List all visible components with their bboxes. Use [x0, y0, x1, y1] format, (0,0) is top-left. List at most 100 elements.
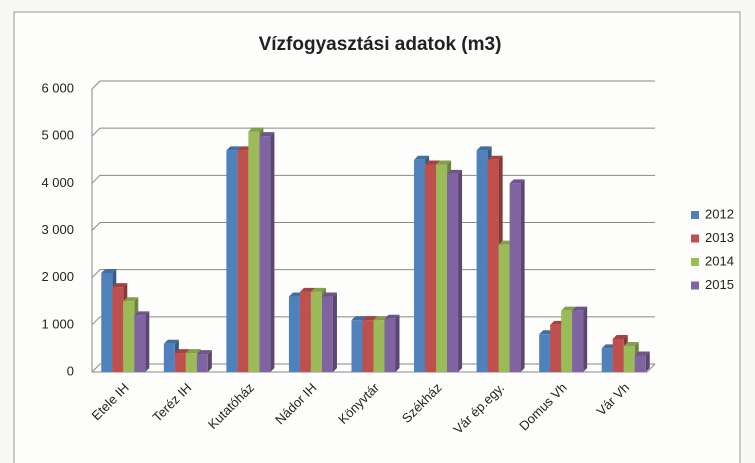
- grid-line: [91, 127, 655, 137]
- bar: [248, 131, 260, 372]
- bar: [384, 318, 396, 372]
- bar-side: [332, 292, 337, 372]
- bar: [288, 296, 300, 372]
- bar: [351, 320, 363, 372]
- bar: [612, 338, 624, 372]
- bar-top: [612, 334, 628, 339]
- bar: [476, 150, 488, 372]
- bar: [134, 315, 146, 372]
- bar-top: [623, 342, 639, 347]
- y-tick-label: 6 000: [41, 80, 74, 95]
- bar-top: [185, 349, 201, 354]
- bar-top: [561, 306, 577, 311]
- grid-line: [91, 316, 655, 326]
- bar: [163, 343, 175, 372]
- bar: [436, 164, 448, 372]
- bar: [112, 287, 124, 372]
- bar-top: [476, 146, 492, 151]
- bar-side: [645, 351, 650, 372]
- bar-top: [362, 316, 378, 321]
- bar: [425, 164, 437, 372]
- bar: [498, 244, 510, 372]
- bar-top: [248, 127, 264, 132]
- bar: [259, 136, 271, 372]
- bar-side: [270, 132, 275, 372]
- bar: [237, 150, 249, 372]
- legend-swatch: [691, 281, 699, 290]
- bar-top: [414, 155, 430, 160]
- bar-top: [436, 160, 452, 165]
- bar-side: [145, 311, 150, 372]
- bar: [321, 296, 333, 372]
- bar-top: [101, 268, 117, 273]
- legend-swatch: [691, 234, 699, 243]
- bar: [310, 291, 322, 372]
- bar-top: [174, 349, 190, 354]
- bar: [414, 159, 426, 372]
- bar: [185, 353, 197, 372]
- bar-top: [259, 132, 275, 137]
- bar: [196, 354, 208, 372]
- y-tick-label: 1 000: [41, 316, 74, 331]
- bar: [487, 159, 499, 372]
- bar-top: [196, 350, 212, 355]
- floor: [92, 363, 656, 373]
- bar: [601, 348, 613, 372]
- bar-top: [163, 339, 179, 344]
- bar-side: [583, 306, 588, 372]
- bar: [123, 301, 135, 372]
- bar-top: [634, 351, 650, 356]
- bar-top: [447, 169, 463, 174]
- bar-top: [509, 179, 525, 184]
- y-tick-label: 2 000: [41, 269, 74, 284]
- grid-line: [91, 174, 655, 184]
- bar: [509, 183, 521, 372]
- chart-title: Vízfogyasztási adatok (m3): [259, 34, 502, 55]
- bar-top: [123, 297, 139, 302]
- legend-swatch: [691, 211, 699, 219]
- bar-side: [520, 179, 525, 372]
- bar: [447, 173, 459, 372]
- bar: [362, 320, 374, 372]
- grid-line: [91, 269, 655, 279]
- bar-top: [384, 314, 400, 319]
- bar: [539, 334, 551, 372]
- legend-label: 2015: [705, 277, 734, 292]
- bar: [226, 150, 238, 372]
- bar-side: [458, 169, 463, 372]
- legend-label: 2013: [705, 230, 734, 245]
- bar-top: [310, 287, 326, 292]
- bar: [101, 272, 113, 372]
- y-tick-label: 5 000: [41, 128, 74, 143]
- legend-swatch: [691, 258, 699, 266]
- bar: [373, 320, 385, 372]
- legend-label: 2012: [705, 206, 734, 221]
- bar-side: [207, 350, 212, 372]
- legend-label: 2014: [705, 253, 734, 268]
- bar: [623, 346, 635, 372]
- grid-line: [91, 222, 655, 231]
- bar-top: [112, 283, 128, 288]
- bar: [174, 353, 186, 372]
- bar-top: [425, 160, 441, 165]
- bar: [299, 291, 311, 372]
- bar: [634, 355, 646, 372]
- chart-frame: [13, 11, 741, 463]
- y-tick-label: 0: [67, 363, 74, 378]
- bar-top: [321, 292, 337, 297]
- y-tick-label: 3 000: [41, 222, 74, 237]
- bar-top: [351, 316, 367, 321]
- bar-side: [395, 314, 400, 372]
- bar: [572, 310, 584, 372]
- bar: [550, 324, 562, 372]
- grid-line: [91, 363, 655, 373]
- bar-top: [299, 287, 315, 292]
- bar-top: [134, 311, 150, 316]
- bar-top: [487, 155, 503, 160]
- bar: [561, 310, 573, 372]
- bar-top: [572, 306, 588, 311]
- grid-line: [91, 80, 655, 90]
- y-tick-label: 4 000: [41, 175, 74, 190]
- bar-top: [226, 146, 242, 151]
